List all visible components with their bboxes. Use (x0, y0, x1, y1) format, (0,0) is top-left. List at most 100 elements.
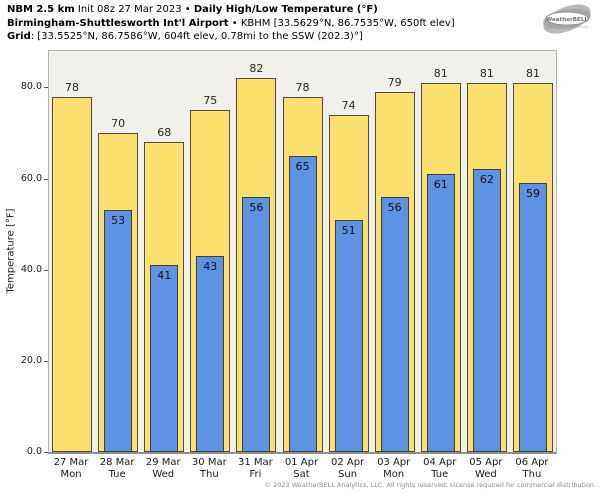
y-tick-label: 40.0 (20, 263, 42, 275)
low-bar (334, 220, 363, 452)
plot-area: 78 70 53 68 41 75 43 82 56 78 65 74 51 79 56 81 61 81 62 81… (48, 50, 557, 454)
x-tick-day: Mon (60, 468, 82, 480)
model-name: NBM 2.5 km (7, 4, 75, 15)
low-value-label: 43 (203, 260, 218, 273)
x-tick-label: 06 Apr Thu (506, 457, 558, 480)
x-tick-date: 31 Mar (238, 457, 273, 468)
y-axis-title: Temperature [°F] (5, 208, 17, 294)
bar-group: 81 62 (464, 51, 510, 452)
high-value-label: 74 (341, 99, 356, 112)
title-line-1: NBM 2.5 km Init 08z 27 Mar 2023 • Daily … (7, 3, 455, 17)
x-tick-label: 03 Apr Mon (368, 457, 420, 480)
bar-group: 74 51 (326, 51, 372, 452)
bar-group: 78 65 (280, 51, 326, 452)
bar-group: 79 56 (372, 51, 418, 452)
x-tick-day: Tue (431, 468, 449, 480)
high-value-label: 68 (157, 126, 172, 139)
x-tick-date: 28 Mar (99, 457, 135, 468)
bar-group: 78 (49, 51, 95, 452)
x-tick-date: 04 Apr (423, 457, 457, 468)
y-tick-mark (44, 178, 48, 180)
x-tick-date: 30 Mar (191, 457, 227, 468)
x-tick-day: Thu (522, 468, 542, 480)
x-tick-label: 05 Apr Wed (460, 457, 512, 480)
low-value-label: 51 (341, 224, 356, 237)
low-bar (380, 197, 409, 452)
title-line-3: Grid: [33.5525°N, 86.7586°W, 604ft elev,… (7, 30, 455, 44)
x-tick-date: 27 Mar (53, 457, 89, 468)
low-value-label: 56 (249, 201, 264, 214)
grid-coords: : [33.5525°N, 86.7586°W, 604ft elev, 0.7… (30, 31, 363, 42)
chart-title-block: NBM 2.5 km Init 08z 27 Mar 2023 • Daily … (7, 3, 455, 44)
x-tick-date: 01 Apr (284, 457, 319, 468)
high-value-label: 75 (203, 94, 218, 107)
high-value-label: 81 (479, 67, 494, 80)
high-value-label: 70 (111, 117, 126, 130)
x-tick-day: Thu (199, 468, 219, 480)
high-value-label: 78 (295, 81, 310, 94)
bar-group: 68 41 (141, 51, 187, 452)
bar-group: 81 59 (510, 51, 556, 452)
x-tick-label: 31 Mar Fri (229, 457, 281, 480)
init-time: Init 08z 27 Mar 2023 • (74, 4, 194, 15)
x-tick-day: Wed (474, 468, 497, 480)
y-tick-mark (44, 269, 48, 271)
low-bar (104, 210, 133, 452)
low-bar (242, 197, 271, 452)
station-name: Birmingham-Shuttlesworth Int'l Airport (7, 17, 229, 29)
low-bar (150, 265, 179, 452)
x-tick-label: 27 Mar Mon (45, 457, 97, 480)
x-tick-day: Mon (383, 468, 405, 480)
y-tick-label: 20.0 (20, 354, 42, 366)
low-value-label: 56 (387, 201, 402, 214)
weatherbell-logo-icon: WeatherBELL Analytics LLC (539, 1, 597, 43)
x-tick-date: 02 Apr (330, 457, 365, 468)
low-bar (288, 156, 317, 452)
y-tick-label: 0.0 (26, 446, 42, 457)
low-value-label: 41 (157, 269, 172, 282)
x-tick-label: 29 Mar Wed (137, 457, 189, 480)
x-tick-label: 28 Mar Tue (91, 457, 143, 480)
low-value-label: 59 (525, 187, 540, 200)
title-line-2: Birmingham-Shuttlesworth Int'l Airport •… (7, 17, 455, 31)
high-value-label: 81 (525, 67, 540, 80)
low-bar (196, 256, 225, 452)
y-tick-mark (44, 360, 48, 362)
low-value-label: 62 (479, 173, 494, 186)
high-bar (52, 97, 93, 452)
logo-sub-text: Analytics LLC (570, 25, 589, 29)
chart-variable: Daily High/Low Temperature (°F) (193, 4, 378, 15)
x-tick-day: Tue (108, 468, 126, 480)
high-value-label: 82 (249, 62, 264, 75)
high-value-label: 79 (387, 76, 402, 89)
station-coords: • KBHM [33.5629°N, 86.7535°W, 650ft elev… (228, 17, 455, 29)
x-tick-label: 02 Apr Sun (322, 457, 374, 480)
low-bar (426, 174, 455, 452)
copyright-notice: © 2023 WeatherBELL Analytics, LLC. All r… (264, 481, 596, 489)
logo-brand-text: WeatherBELL (546, 17, 588, 23)
low-value-label: 65 (295, 160, 310, 173)
x-tick-date: 05 Apr (469, 457, 503, 468)
low-bar (518, 183, 547, 452)
x-tick-date: 29 Mar (145, 457, 181, 468)
low-value-label: 61 (433, 178, 448, 191)
y-tick-label: 60.0 (20, 172, 42, 184)
high-value-label: 81 (433, 67, 448, 80)
low-bar (472, 169, 501, 452)
y-tick-mark (44, 87, 48, 89)
x-tick-day: Sat (293, 468, 310, 480)
x-tick-label: 01 Apr Sat (276, 457, 328, 480)
grid-label: Grid (7, 31, 31, 42)
bar-group: 81 61 (418, 51, 464, 452)
x-tick-label: 30 Mar Thu (183, 457, 235, 480)
x-tick-label: 04 Apr Tue (414, 457, 466, 480)
x-tick-day: Sun (338, 468, 358, 480)
y-tick-mark (44, 452, 48, 453)
high-value-label: 78 (65, 81, 80, 94)
x-tick-date: 06 Apr (515, 457, 549, 468)
bar-group: 70 53 (95, 51, 141, 452)
low-value-label: 53 (111, 214, 126, 227)
bar-group: 82 56 (233, 51, 279, 452)
y-tick-label: 80.0 (20, 81, 42, 93)
x-tick-day: Wed (152, 468, 175, 480)
